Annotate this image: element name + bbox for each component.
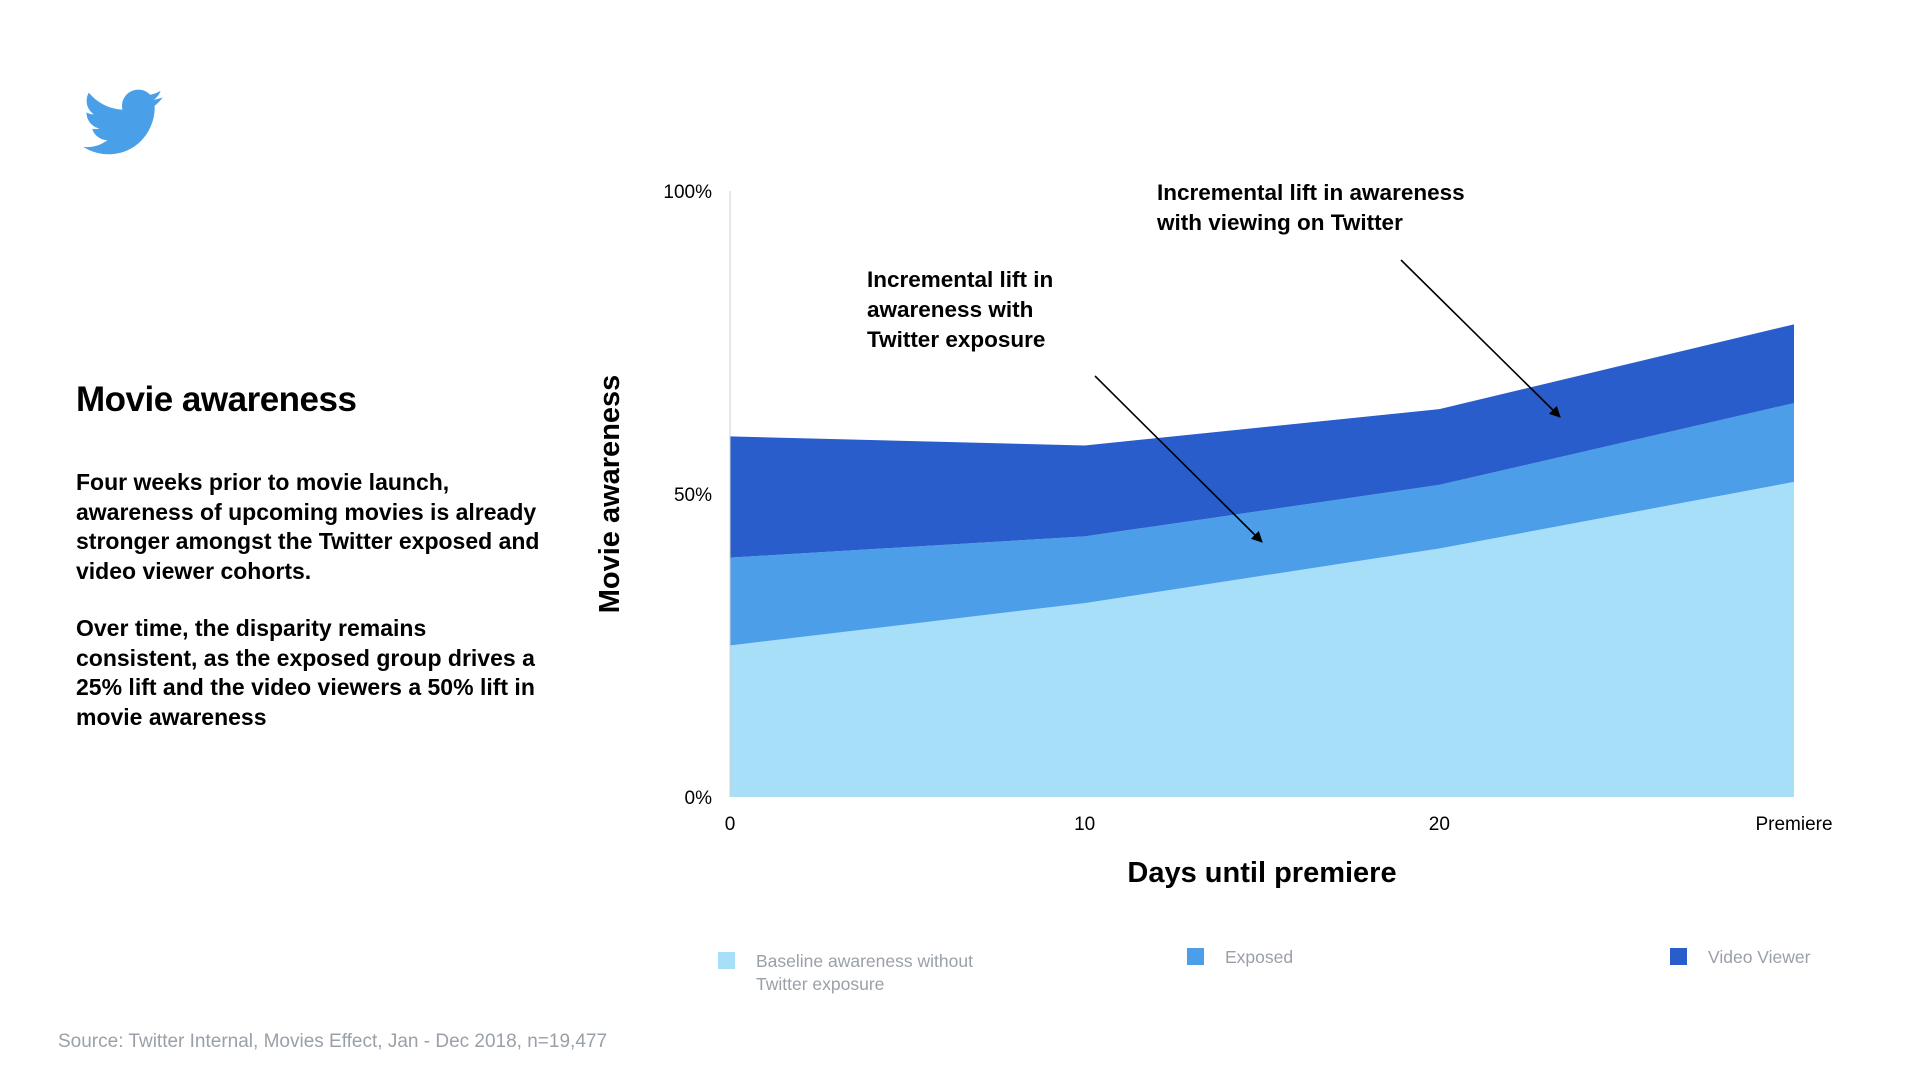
y-tick-label: 0% bbox=[685, 788, 713, 809]
legend-swatch-baseline bbox=[718, 952, 735, 969]
annotation-exposure-arrow bbox=[1094, 375, 1263, 543]
annotation-viewing-arrow bbox=[1400, 259, 1561, 418]
x-tick-label: 20 bbox=[1429, 814, 1450, 835]
legend-label-baseline: Baseline awareness without Twitter expos… bbox=[756, 951, 973, 994]
y-tick-labels: 0% 50% 100% bbox=[663, 182, 712, 809]
legend-label-exposed: Exposed bbox=[1225, 947, 1294, 967]
description-paragraph-2: Over time, the disparity remains consist… bbox=[76, 615, 535, 730]
twitter-logo bbox=[72, 80, 172, 164]
x-tick-label: Premiere bbox=[1755, 814, 1832, 835]
y-tick-label: 50% bbox=[674, 485, 712, 506]
area-baseline bbox=[730, 481, 1794, 797]
annotation-exposure-line: Twitter exposure bbox=[867, 327, 1045, 352]
twitter-bird-icon bbox=[83, 89, 163, 155]
legend-item-exposed: Exposed bbox=[1187, 946, 1293, 969]
area-video-viewer bbox=[730, 324, 1794, 558]
x-tick-label: 10 bbox=[1074, 814, 1095, 835]
description-paragraph-1: Four weeks prior to movie launch, awaren… bbox=[76, 469, 540, 584]
annotation-viewing: Incremental lift in awareness with viewi… bbox=[1156, 180, 1471, 235]
x-tick-label: 0 bbox=[725, 814, 736, 835]
annotation-exposure-line: Incremental lift in bbox=[867, 267, 1053, 292]
annotation-viewing-line: with viewing on Twitter bbox=[1156, 210, 1403, 235]
y-axis-label: Movie awareness bbox=[594, 375, 626, 614]
legend-item-video-viewer: Video Viewer bbox=[1670, 946, 1810, 969]
annotation-exposure-line: awareness with bbox=[867, 297, 1033, 322]
source-note: Source: Twitter Internal, Movies Effect,… bbox=[58, 1031, 608, 1052]
legend-swatch-exposed bbox=[1187, 948, 1204, 965]
page-title: Movie awareness bbox=[76, 380, 357, 419]
annotation-viewing-line: Incremental lift in awareness bbox=[1157, 180, 1465, 205]
legend-swatch-video-viewer bbox=[1670, 948, 1687, 965]
legend-item-baseline: Baseline awareness without Twitter expos… bbox=[718, 950, 1006, 996]
x-axis-label: Days until premiere bbox=[1127, 857, 1396, 889]
y-tick-label: 100% bbox=[663, 182, 712, 203]
x-tick-labels: 0 10 20 Premiere bbox=[725, 814, 1833, 835]
area-layers bbox=[730, 324, 1794, 797]
legend-label-video-viewer: Video Viewer bbox=[1708, 947, 1811, 967]
area-exposed bbox=[730, 403, 1794, 646]
annotation-exposure: Incremental lift in awareness with Twitt… bbox=[867, 267, 1060, 352]
